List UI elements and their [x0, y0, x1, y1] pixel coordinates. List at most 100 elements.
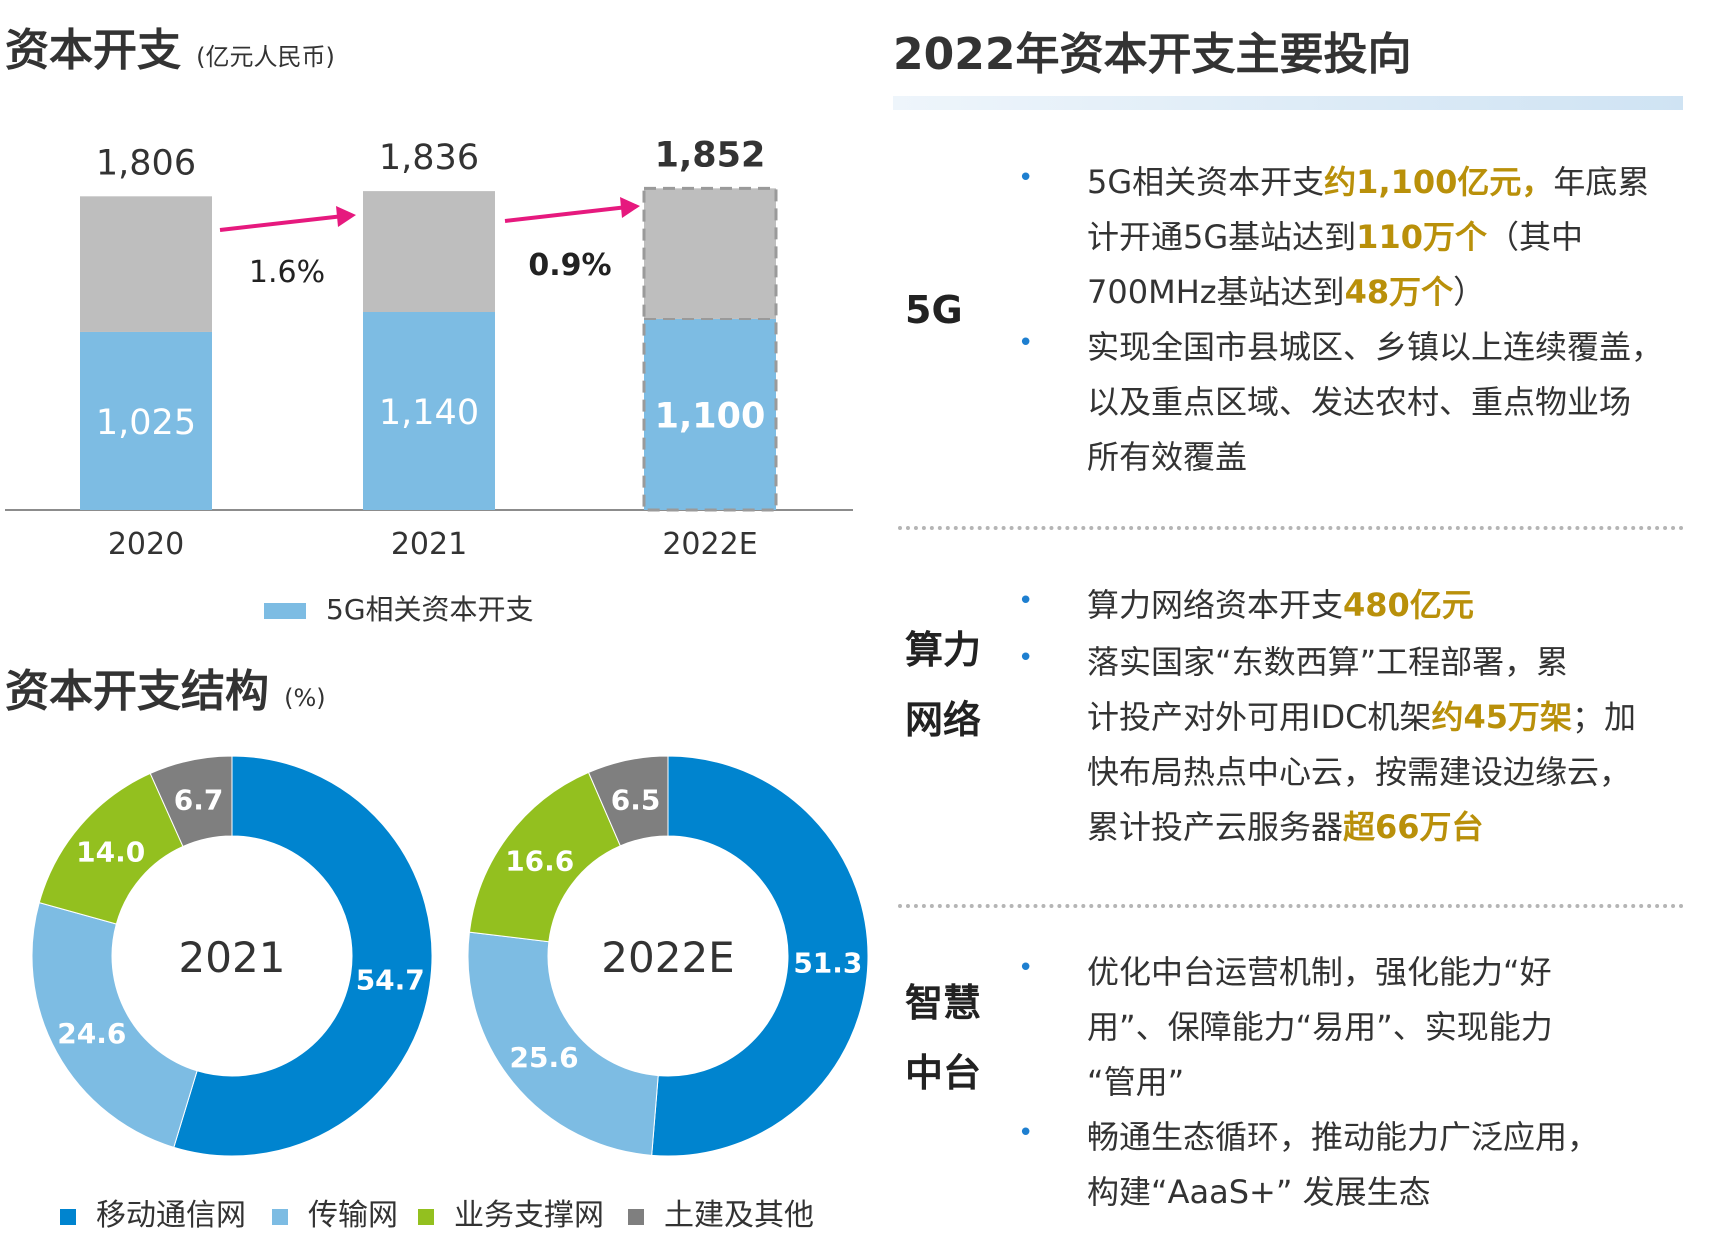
section-label: 智慧 中台	[905, 968, 981, 1108]
growth-arrow-head	[336, 206, 356, 227]
estimate-outline	[642, 186, 778, 512]
donut-value-label: 25.6	[510, 1041, 579, 1074]
section-label-line: 智慧	[905, 981, 982, 1025]
text-segment: 年底累	[1553, 163, 1650, 201]
text-segment: 落实国家“东数西算”工程部署，累	[1087, 643, 1569, 681]
section-divider-2	[898, 904, 1684, 908]
bar-legend-swatch	[264, 603, 306, 619]
paragraph-line: 所有效覆盖	[1087, 430, 1697, 485]
text-segment: 所有效覆盖	[1087, 438, 1248, 476]
legend-label: 移动通信网	[96, 1198, 246, 1233]
bar-total-label: 1,852	[655, 135, 766, 175]
section-label: 5G	[905, 275, 963, 345]
paragraph-line: 5G相关资本开支约1,100亿元，年底累	[1087, 155, 1697, 210]
donut-center-label: 2022E	[601, 933, 734, 982]
bullet-icon: •	[1018, 163, 1034, 193]
donut-slice-2022E-3	[587, 755, 669, 847]
text-segment: 畅通生态循环，推动能力广泛应用，	[1087, 1118, 1600, 1156]
donut-legend-item: 传输网	[272, 1190, 398, 1234]
paragraph-line: 优化中台运营机制，强化能力“好	[1087, 945, 1697, 1000]
donut-value-label: 14.0	[76, 836, 145, 869]
growth-arrow-head	[620, 197, 640, 218]
donut-value-label: 51.3	[793, 947, 862, 980]
paragraph-line: 构建“AaaS+” 发展生态	[1087, 1165, 1697, 1220]
text-segment: 5G相关资本开支	[1087, 163, 1325, 201]
donut-legend-item: 移动通信网	[60, 1190, 246, 1234]
paragraph-line: 畅通生态循环，推动能力广泛应用，	[1087, 1110, 1697, 1165]
donut-value-label: 6.7	[174, 784, 224, 817]
bar-total-label: 1,806	[96, 143, 196, 183]
highlight-figure: 48万个	[1344, 273, 1454, 311]
growth-label: 1.6%	[249, 255, 325, 290]
bar-5g-2021	[363, 312, 495, 510]
donut-section-title: 资本开支结构	[5, 666, 269, 717]
right-title: 2022年资本开支主要投向	[893, 29, 1412, 80]
donut-value-label: 16.6	[505, 844, 574, 877]
section-divider-1	[898, 526, 1684, 530]
donut-section-unit: (%)	[284, 684, 326, 712]
section-label-line: 网络	[905, 698, 982, 742]
highlight-figure: 约1,100亿元，	[1324, 163, 1554, 201]
donut-slice-2022E-0	[651, 755, 869, 1157]
paragraph-line: 700MHz基站达到48万个）	[1087, 265, 1697, 320]
donut-center-label: 2021	[179, 933, 286, 982]
paragraph-line: 落实国家“东数西算”工程部署，累	[1087, 635, 1697, 690]
legend-swatch	[418, 1208, 434, 1225]
paragraph-line: 计开通5G基站达到110万个（其中	[1087, 210, 1697, 265]
bar-legend-label: 5G相关资本开支	[326, 593, 534, 626]
paragraph-line: 算力网络资本开支480亿元	[1087, 578, 1697, 633]
donut-value-label: 24.6	[57, 1017, 126, 1050]
legend-label: 业务支撑网	[454, 1198, 604, 1233]
donut-value-label: 6.5	[611, 783, 661, 816]
section-label-line: 5G	[905, 288, 963, 332]
donut-value-label: 54.7	[356, 964, 425, 997]
paragraph-line: 以及重点区域、发达农村、重点物业场	[1087, 375, 1697, 430]
bar-5g-2020	[80, 331, 212, 510]
text-segment: “管用”	[1087, 1063, 1185, 1101]
section-paragraph: 落实国家“东数西算”工程部署，累 计投产对外可用IDC机架约45万架；加 快布局热点…	[1087, 635, 1697, 855]
bar-5g-value-label: 1,140	[379, 393, 479, 433]
donut-slice-2021-0	[173, 755, 433, 1157]
growth-arrow-line	[219, 214, 339, 232]
section-paragraph: 算力网络资本开支480亿元	[1087, 578, 1697, 633]
donut-legend-item: 土建及其他	[628, 1190, 814, 1234]
bar-other-2022E	[644, 188, 776, 319]
text-segment: 实现全国市县城区、乡镇以上连续覆盖，	[1087, 328, 1664, 366]
donut-legend: 移动通信网 传输网 业务支撑网 土建及其他	[60, 1190, 880, 1236]
text-segment: 以及重点区域、发达农村、重点物业场	[1087, 383, 1632, 421]
bar-total-label: 1,836	[379, 138, 479, 178]
x-tick-label: 2020	[108, 527, 184, 562]
donut-slice-2022E-1	[467, 931, 659, 1156]
legend-label: 传输网	[308, 1198, 398, 1233]
highlight-figure: 480亿元	[1343, 586, 1474, 624]
bar-chart-title: 资本开支	[5, 25, 181, 76]
text-segment: 用”、保障能力“易用”、实现能力	[1087, 1008, 1553, 1046]
section-label: 算力 网络	[905, 615, 981, 755]
bar-chart-unit: (亿元人民币)	[196, 43, 335, 71]
donut-slice-2021-3	[149, 755, 233, 848]
highlight-figure: 110万个	[1356, 218, 1487, 256]
text-segment: 优化中台运营机制，强化能力“好	[1087, 953, 1552, 991]
text-segment: 计开通5G基站达到	[1087, 218, 1357, 256]
paragraph-line: 用”、保障能力“易用”、实现能力	[1087, 1000, 1697, 1055]
donut-section-header: 资本开支结构 (%)	[5, 655, 326, 719]
x-tick-label: 2021	[391, 527, 467, 562]
text-segment: 构建“AaaS+” 发展生态	[1087, 1173, 1431, 1211]
growth-arrow-line	[504, 205, 623, 223]
section-label-line: 算力	[905, 628, 982, 672]
bar-other-2020	[80, 196, 212, 332]
bullet-icon: •	[1018, 328, 1034, 358]
donut-legend-item: 业务支撑网	[418, 1190, 604, 1234]
bullet-icon: •	[1018, 586, 1034, 616]
section-paragraph: 5G相关资本开支约1,100亿元，年底累 计开通5G基站达到110万个（其中 700…	[1087, 155, 1697, 320]
bar-chart: 1,025 1,806 2020 1,140 1,836 2021 1,100 1,852 20…	[5, 135, 853, 562]
growth-label: 0.9%	[528, 248, 611, 283]
legend-swatch	[628, 1208, 644, 1225]
legend-label: 土建及其他	[664, 1198, 814, 1233]
text-segment: 计投产对外可用IDC机架	[1087, 698, 1432, 736]
section-paragraph: 畅通生态循环，推动能力广泛应用， 构建“AaaS+” 发展生态	[1087, 1110, 1697, 1220]
paragraph-line: 累计投产云服务器超66万台	[1087, 800, 1697, 855]
text-segment: 700MHz基站达到	[1087, 273, 1345, 311]
text-segment: 算力网络资本开支	[1087, 586, 1344, 624]
text-segment: ；加	[1571, 698, 1636, 736]
